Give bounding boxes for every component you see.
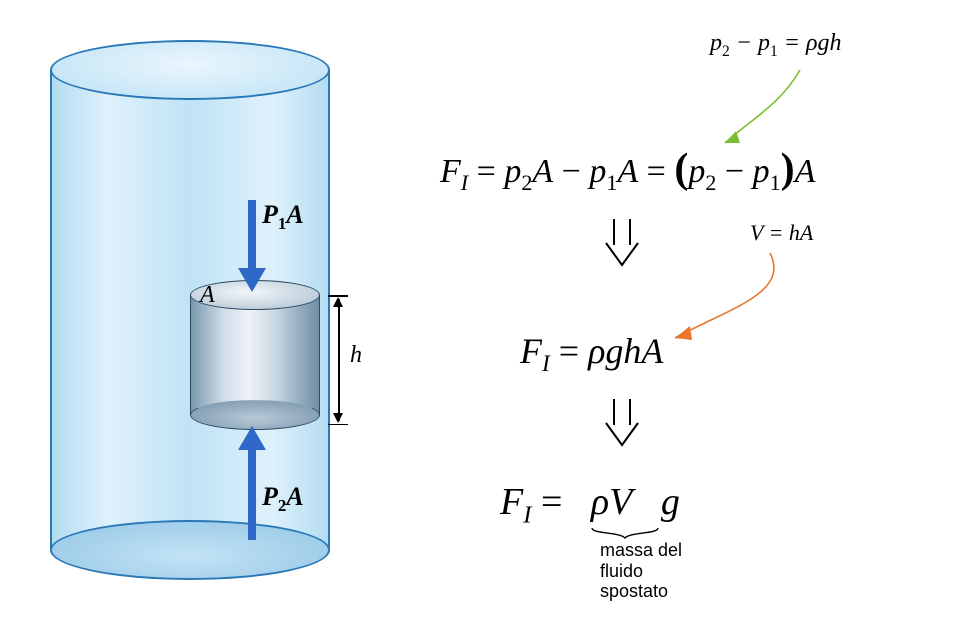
mass-note-line2: fluido xyxy=(600,561,682,582)
annotation-pressure-difference: p2 − p1 = ρgh xyxy=(710,30,842,61)
orange-arrow-icon xyxy=(660,248,810,348)
outer-cylinder-top-ellipse xyxy=(50,40,330,100)
mass-note-line3: spostato xyxy=(600,581,682,602)
force-arrow-down-icon xyxy=(248,200,256,270)
equation-2: FI = ρghA xyxy=(520,330,663,378)
label-top-force: P1A xyxy=(262,200,304,234)
inner-cylinder-body xyxy=(190,295,320,415)
label-area: A xyxy=(200,282,215,309)
underbrace-icon xyxy=(590,526,660,540)
mass-note: massa del fluido spostato xyxy=(600,540,682,602)
equation-1: FI = p2A − p1A = (p2 − p1)A xyxy=(440,145,815,196)
implication-arrow-1-icon xyxy=(600,215,644,271)
mass-note-line1: massa del xyxy=(600,540,682,561)
force-arrow-up-icon xyxy=(248,450,256,540)
label-bottom-force: P2A xyxy=(262,482,304,516)
annotation-volume: V = hA xyxy=(750,220,813,246)
height-bracket-icon xyxy=(328,295,368,425)
label-height: h xyxy=(350,342,362,369)
green-arrow-icon xyxy=(710,65,850,155)
fluid-container-cylinder: P1A P2A A h xyxy=(50,40,330,580)
implication-arrow-2-icon xyxy=(600,395,644,451)
equations-panel: p2 − p1 = ρgh FI = p2A − p1A = (p2 − p1)… xyxy=(430,30,940,590)
outer-cylinder-bottom-ellipse xyxy=(50,520,330,580)
eq3-rhoV: ρV xyxy=(591,481,632,523)
equation-3: FI = ρV g xyxy=(500,480,680,530)
